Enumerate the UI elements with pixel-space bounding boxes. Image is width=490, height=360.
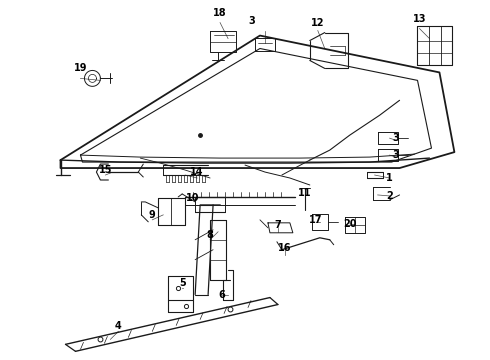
Text: 13: 13 bbox=[413, 14, 426, 24]
Text: 18: 18 bbox=[213, 8, 227, 18]
Text: 14: 14 bbox=[191, 167, 204, 177]
Text: 5: 5 bbox=[179, 278, 186, 288]
Text: 2: 2 bbox=[386, 191, 393, 201]
Text: 19: 19 bbox=[74, 63, 87, 73]
Text: 9: 9 bbox=[149, 210, 156, 220]
Text: 7: 7 bbox=[274, 220, 281, 230]
Text: 3: 3 bbox=[248, 15, 255, 26]
Text: 12: 12 bbox=[311, 18, 324, 28]
Text: 17: 17 bbox=[309, 215, 322, 225]
Text: 16: 16 bbox=[278, 243, 292, 253]
Text: 8: 8 bbox=[207, 230, 214, 240]
Text: 6: 6 bbox=[219, 289, 225, 300]
Text: 4: 4 bbox=[115, 321, 122, 332]
Text: 1: 1 bbox=[386, 173, 393, 183]
Text: 11: 11 bbox=[298, 188, 312, 198]
Text: 20: 20 bbox=[343, 219, 356, 229]
Text: 3: 3 bbox=[392, 133, 399, 143]
Text: 3: 3 bbox=[392, 150, 399, 160]
Text: 10: 10 bbox=[186, 193, 200, 203]
Text: 15: 15 bbox=[98, 165, 112, 175]
